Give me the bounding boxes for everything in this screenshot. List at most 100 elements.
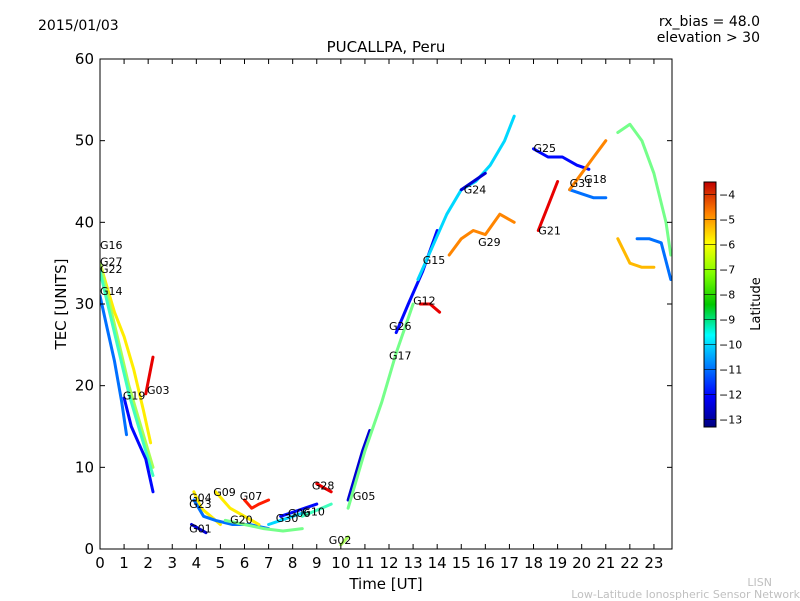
x-tick-label: 10: [331, 554, 350, 572]
y-axis-label: TEC [UNITS]: [52, 259, 70, 351]
x-tick-label: 23: [644, 554, 663, 572]
series-G31: [568, 188, 608, 200]
x-tick-label: 16: [476, 554, 495, 572]
footer-name: Low-Latitude Ionospheric Sensor Network: [571, 588, 800, 601]
series-G13: [616, 237, 656, 269]
series-G10: [300, 502, 333, 518]
colorbar-tick-label: −4: [719, 189, 735, 202]
y-tick-label: 50: [75, 132, 94, 150]
satellite-label: G05: [353, 490, 376, 503]
satellite-label: G19: [123, 390, 146, 403]
colorbar-tick-label: −10: [719, 339, 742, 352]
satellite-label: G16: [100, 239, 123, 252]
x-tick-label: 7: [264, 554, 274, 572]
series-G27: [100, 261, 155, 469]
x-tick-label: 22: [620, 554, 639, 572]
series-G26: [394, 229, 439, 335]
satellite-label: G20: [230, 514, 253, 527]
satellite-label: G04: [189, 492, 212, 505]
satellite-label: G01: [189, 523, 212, 536]
satellite-label: G07: [240, 490, 263, 503]
x-tick-label: 8: [288, 554, 298, 572]
satellite-label: G02: [329, 534, 352, 547]
satellite-label: G17: [389, 350, 412, 363]
series-layer: [100, 114, 672, 547]
satellite-label: G27: [100, 256, 123, 269]
series-G32: [616, 122, 672, 257]
colorbar-tick-label: −5: [719, 214, 735, 227]
footer-abbr: LISN: [747, 576, 772, 589]
x-tick-label: 5: [216, 554, 226, 572]
x-tick-label: 6: [240, 554, 250, 572]
colorbar-tick-label: −12: [719, 389, 742, 402]
x-tick-label: 1: [119, 554, 129, 572]
plot-frame: [99, 58, 673, 550]
satellite-label: G22: [100, 263, 123, 276]
x-tick-label: 9: [312, 554, 322, 572]
series-G06: [279, 502, 319, 518]
y-tick-label: 60: [75, 50, 94, 68]
series-G30: [267, 510, 307, 526]
series-G12: [418, 302, 442, 314]
x-axis-label: Time [UT]: [348, 575, 422, 593]
series-G25: [532, 147, 591, 171]
colorbar-ticks: −4 −5 −6 −7 −8 −9 −10 −11 −12 −13: [704, 189, 742, 427]
x-tick-label: 12: [379, 554, 398, 572]
x-tick-label: 19: [548, 554, 567, 572]
y-tick-label: 30: [75, 295, 94, 313]
x-tick-label: 17: [500, 554, 519, 572]
series-G28: [315, 482, 333, 494]
satellite-label: G26: [389, 320, 412, 333]
bias-info: rx_bias = 48.0 elevation > 30: [657, 14, 760, 46]
x-tick-label: 15: [452, 554, 471, 572]
satellite-label: G31: [570, 177, 593, 190]
satellite-label: G25: [534, 142, 557, 155]
colorbar-tick-label: −11: [719, 364, 742, 377]
y-tick-label: 0: [84, 540, 94, 558]
elevation-text: elevation > 30: [656, 30, 760, 46]
colorbar-tick-label: −8: [719, 289, 735, 302]
satellite-label: G14: [100, 285, 123, 298]
satellite-label: G10: [302, 505, 325, 518]
colorbar-label: Latitude: [749, 277, 764, 331]
x-tick-label: 11: [355, 554, 374, 572]
x-tick-label: 4: [192, 554, 202, 572]
satellite-label: G12: [413, 295, 436, 308]
x-tick-label: 14: [428, 554, 447, 572]
satellite-label: G24: [464, 184, 487, 197]
x-tick-label: 2: [143, 554, 153, 572]
axis-layer: 0 1 2 3 4 5 6 7 8 9 10 11 12 13 14 15 16 17 18 19 20 21 22 2301…: [75, 50, 672, 572]
x-tick-label: 18: [524, 554, 543, 572]
x-tick-label: 0: [95, 554, 105, 572]
rx-bias-text: rx_bias = 48.0: [658, 14, 760, 30]
satellite-label: G30: [276, 512, 299, 525]
colorbar-tick-label: −6: [719, 239, 735, 252]
x-tick-label: 13: [404, 554, 423, 572]
chart-title: PUCALLPA, Peru: [327, 38, 446, 56]
satellite-label: G23: [189, 498, 212, 511]
colorbar: [703, 181, 717, 428]
colorbar-tick-label: −7: [719, 264, 735, 277]
series-G09: [214, 490, 261, 526]
satellite-label: G29: [478, 236, 501, 249]
series-G11: [635, 237, 672, 281]
satellite-label: G09: [213, 486, 236, 499]
date-label: 2015/01/03: [38, 18, 119, 34]
series-G29: [447, 212, 516, 257]
series-G02: [339, 535, 350, 547]
series-G24: [459, 171, 487, 192]
colorbar-tick-label: −13: [719, 414, 742, 427]
satellite-label: G15: [423, 254, 446, 267]
series-G19: [122, 396, 155, 494]
satellite-label: G06: [288, 507, 311, 520]
series-G14: [100, 294, 128, 437]
x-tick-label: 3: [167, 554, 177, 572]
series-G20: [223, 518, 304, 533]
series-G21: [536, 180, 560, 232]
satellite-label: G21: [538, 225, 561, 238]
satellite-label: G18: [584, 173, 607, 186]
series-G01: [190, 523, 208, 535]
x-tick-label: 21: [596, 554, 615, 572]
